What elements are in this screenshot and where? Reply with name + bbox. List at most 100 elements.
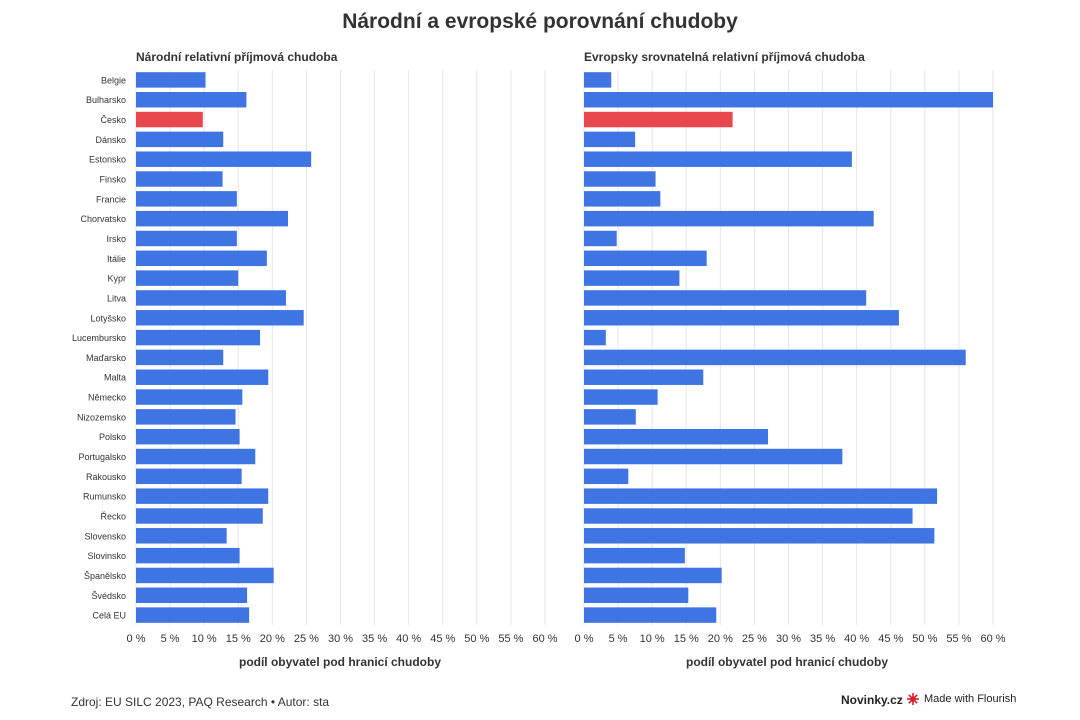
category-label-finsko: Finsko xyxy=(99,175,126,185)
bar-national-estonsko xyxy=(136,151,312,167)
category-label-spanelsko: Španělsko xyxy=(84,571,126,581)
bar-national-nemecko xyxy=(136,389,243,405)
bar-national-madarsko xyxy=(136,349,224,366)
bar-european-dansko xyxy=(584,131,636,148)
x-axis-label-national: podíl obyvatel pod hranicí chudoby xyxy=(238,655,441,669)
x-tick-label-national-11: 55 % xyxy=(498,633,523,645)
x-tick-label-european-11: 55 % xyxy=(946,633,971,645)
x-tick-label-national-12: 60 % xyxy=(532,633,557,645)
footer-source: Zdroj: EU SILC 2023, PAQ Research • Auto… xyxy=(71,695,330,709)
category-label-slovensko: Slovensko xyxy=(84,531,126,541)
bar-national-portugalsko xyxy=(136,448,256,465)
x-tick-label-european-12: 60 % xyxy=(980,633,1005,645)
bar-european-rakousko xyxy=(584,468,629,485)
x-tick-label-national-3: 15 % xyxy=(226,633,251,645)
bar-european-spanelsko xyxy=(584,567,722,584)
category-label-irsko: Irsko xyxy=(106,234,126,244)
bar-national-nizozemsko xyxy=(136,409,236,425)
flourish-icon xyxy=(907,693,919,705)
bar-national-malta xyxy=(136,369,269,385)
bar-national-rumunsko xyxy=(136,488,269,504)
bar-national-italie xyxy=(136,250,267,267)
bar-european-chorvatsko xyxy=(584,210,874,227)
bar-european-kypr xyxy=(584,270,680,286)
bar-national-polsko xyxy=(136,428,240,445)
brand-link[interactable]: Novinky.cz xyxy=(841,693,903,707)
x-tick-label-european-10: 50 % xyxy=(912,633,937,645)
x-tick-label-european-3: 15 % xyxy=(674,633,699,645)
bar-national-irsko xyxy=(136,230,237,247)
category-label-kypr: Kypr xyxy=(107,274,126,284)
bar-national-slovensko xyxy=(136,528,227,544)
category-label-italie: Itálie xyxy=(107,254,126,264)
x-tick-label-european-4: 20 % xyxy=(708,633,733,645)
bar-national-bulharsko xyxy=(136,92,247,108)
x-tick-label-european-6: 30 % xyxy=(776,633,801,645)
category-label-bulharsko: Bulharsko xyxy=(86,95,126,105)
category-label-recko: Řecko xyxy=(100,511,126,521)
bar-european-slovinsko xyxy=(584,547,685,564)
category-label-dansko: Dánsko xyxy=(95,135,126,145)
bar-european-lucembursko xyxy=(584,329,606,346)
bar-european-estonsko xyxy=(584,151,852,167)
bar-european-italie xyxy=(584,250,707,267)
bar-national-belgie xyxy=(136,72,206,88)
category-label-rakousko: Rakousko xyxy=(86,472,126,482)
category-label-svedsko: Švédsko xyxy=(91,591,126,601)
bar-european-francie xyxy=(584,191,661,207)
category-label-nemecko: Německo xyxy=(88,393,126,403)
bar-european-litva xyxy=(584,290,867,306)
x-tick-label-national-0: 0 % xyxy=(127,633,146,645)
category-label-malta: Malta xyxy=(104,373,126,383)
panel-title-european: Evropsky srovnatelná relativní příjmová … xyxy=(584,50,865,64)
bar-national-slovinsko xyxy=(136,547,240,564)
category-label-chorvatsko: Chorvatsko xyxy=(80,214,126,224)
category-label-nizozemsko: Nizozemsko xyxy=(77,412,126,422)
bar-national-lucembursko xyxy=(136,329,261,346)
bar-national-chorvatsko xyxy=(136,210,289,227)
bar-european-madarsko xyxy=(584,349,966,366)
bar-national-lotyssko xyxy=(136,310,304,326)
bar-european-svedsko xyxy=(584,587,689,603)
bar-national-svedsko xyxy=(136,587,248,603)
bar-national-dansko xyxy=(136,131,224,148)
chart-title: Národní a evropské porovnání chudoby xyxy=(342,10,738,33)
category-label-francie: Francie xyxy=(96,194,126,204)
category-label-estonsko: Estonsko xyxy=(89,155,126,165)
x-tick-label-national-1: 5 % xyxy=(161,633,180,645)
x-tick-label-european-0: 0 % xyxy=(575,633,594,645)
category-label-madarsko: Maďarsko xyxy=(86,353,126,363)
x-tick-label-european-8: 40 % xyxy=(844,633,869,645)
bar-european-malta xyxy=(584,369,704,385)
bar-european-cela-eu xyxy=(584,607,717,623)
x-tick-label-european-2: 10 % xyxy=(640,633,665,645)
bar-national-cela-eu xyxy=(136,607,250,623)
x-tick-label-national-2: 10 % xyxy=(192,633,217,645)
flourish-credit[interactable]: Made with Flourish xyxy=(906,692,1016,706)
category-label-litva: Litva xyxy=(107,293,126,303)
bar-national-finsko xyxy=(136,171,223,187)
bar-national-kypr xyxy=(136,270,239,286)
category-label-belgie: Belgie xyxy=(101,75,126,85)
bar-national-cesko xyxy=(136,111,203,128)
x-tick-label-national-9: 45 % xyxy=(430,633,455,645)
x-tick-label-national-7: 35 % xyxy=(362,633,387,645)
bar-european-rumunsko xyxy=(584,488,938,504)
bar-european-polsko xyxy=(584,428,769,445)
x-tick-label-national-10: 50 % xyxy=(464,633,489,645)
panel-title-national: Národní relativní příjmová chudoba xyxy=(136,50,338,64)
x-tick-label-national-8: 40 % xyxy=(396,633,421,645)
bar-european-bulharsko xyxy=(584,92,993,108)
bar-european-cesko xyxy=(584,111,733,128)
x-tick-label-national-6: 30 % xyxy=(328,633,353,645)
bar-national-spanelsko xyxy=(136,567,274,584)
category-label-lotyssko: Lotyšsko xyxy=(90,313,126,323)
bar-european-lotyssko xyxy=(584,310,899,326)
category-label-rumunsko: Rumunsko xyxy=(83,492,126,502)
bar-european-slovensko xyxy=(584,528,935,544)
x-tick-label-european-1: 5 % xyxy=(609,633,628,645)
bar-european-finsko xyxy=(584,171,656,187)
flourish-label: Made with Flourish xyxy=(924,693,1017,705)
x-tick-label-european-9: 45 % xyxy=(878,633,903,645)
